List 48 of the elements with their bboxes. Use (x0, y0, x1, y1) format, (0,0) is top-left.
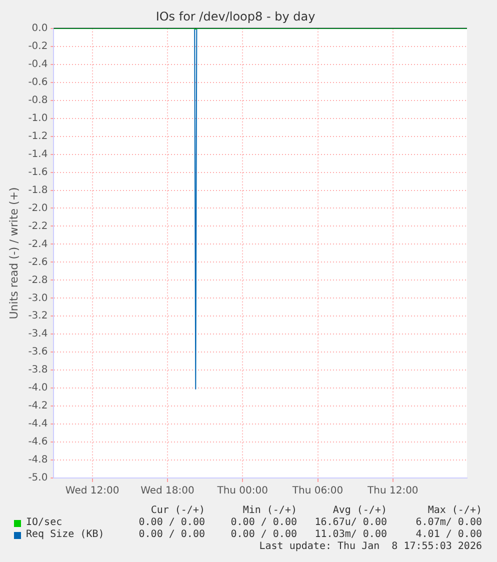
y-tick-label: -4.4 (28, 418, 48, 430)
text: 4.01 / 0.00 (416, 529, 482, 540)
y-tick-label: -2.6 (28, 256, 48, 268)
x-tick-label: Thu 06:00 (291, 486, 344, 497)
y-tick-label: -2.8 (28, 274, 48, 286)
y-tick-label: -3.2 (28, 310, 48, 322)
y-tick-label: -1.0 (28, 112, 48, 124)
y-tick-label: -3.4 (28, 328, 48, 340)
y-tick-label: -2.4 (28, 238, 48, 250)
legend-label: Req Size (KB) (26, 529, 104, 540)
text: 6.07m/ 0.00 (416, 517, 482, 528)
y-tick-label: -1.4 (28, 148, 48, 160)
text: 11.03m/ 0.00 (314, 529, 387, 540)
text: 0.00 / 0.00 (138, 529, 205, 540)
y-tick-label: -3.0 (28, 292, 48, 304)
y-tick-label: -4.0 (28, 382, 48, 394)
x-tick-label: Wed 18:00 (140, 486, 194, 497)
text: 0.00 / 0.00 (138, 517, 205, 528)
text: 16.67u/ 0.00 (314, 517, 387, 528)
text: Cur (-/+) (150, 505, 205, 516)
x-tick-label: Thu 00:00 (216, 486, 268, 497)
text: 0.00 / 0.00 (230, 529, 297, 540)
y-tick-label: -4.8 (28, 454, 48, 466)
y-tick-label: -1.8 (28, 184, 48, 196)
y-tick-label: -2.0 (28, 202, 48, 214)
x-tick-label: Thu 12:00 (366, 486, 418, 497)
text: 0.00 / 0.00 (230, 517, 297, 528)
y-tick-label: -0.6 (28, 76, 48, 88)
legend-label: IO/sec (26, 517, 62, 528)
y-axis-title: Units read (-) / write (+) (7, 187, 20, 320)
text: Min (-/+) (242, 505, 297, 516)
x-tick-label: Wed 12:00 (65, 486, 120, 497)
y-tick-label: -3.6 (28, 346, 48, 358)
y-tick-label: -0.4 (28, 58, 48, 70)
y-tick-label: -2.2 (28, 220, 48, 232)
text: Last update: Thu Jan 8 17:55:03 2026 (259, 541, 482, 552)
y-tick-label: -1.6 (28, 166, 48, 178)
y-tick-label: 0.0 (32, 22, 48, 34)
text: Avg (-/+) (332, 505, 387, 516)
y-tick-label: -3.8 (28, 364, 48, 376)
y-tick-label: -0.2 (28, 40, 48, 52)
y-tick-label: -5.0 (28, 472, 48, 484)
chart-title: IOs for /dev/loop8 - by day (156, 9, 316, 24)
text: Max (-/+) (428, 505, 482, 516)
y-tick-label: -4.2 (28, 400, 48, 412)
y-tick-label: -1.2 (28, 130, 48, 142)
y-tick-label: -0.8 (28, 94, 48, 106)
y-tick-label: -4.6 (28, 436, 48, 448)
